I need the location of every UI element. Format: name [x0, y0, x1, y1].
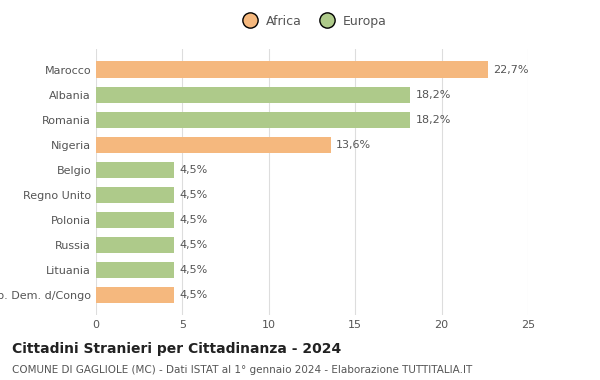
- Bar: [96, 187, 174, 203]
- Bar: [96, 262, 174, 278]
- Text: 4,5%: 4,5%: [179, 190, 207, 200]
- Bar: [96, 287, 174, 303]
- Text: 18,2%: 18,2%: [416, 90, 451, 100]
- Bar: [96, 62, 488, 78]
- Text: 4,5%: 4,5%: [179, 265, 207, 275]
- Bar: [96, 87, 410, 103]
- Text: 4,5%: 4,5%: [179, 165, 207, 175]
- Bar: [96, 112, 410, 128]
- Bar: [96, 237, 174, 253]
- Text: 4,5%: 4,5%: [179, 240, 207, 250]
- Text: 18,2%: 18,2%: [416, 115, 451, 125]
- Text: 4,5%: 4,5%: [179, 215, 207, 225]
- Bar: [96, 212, 174, 228]
- Text: Cittadini Stranieri per Cittadinanza - 2024: Cittadini Stranieri per Cittadinanza - 2…: [12, 342, 341, 356]
- Bar: [96, 162, 174, 178]
- Text: COMUNE DI GAGLIOLE (MC) - Dati ISTAT al 1° gennaio 2024 - Elaborazione TUTTITALI: COMUNE DI GAGLIOLE (MC) - Dati ISTAT al …: [12, 365, 472, 375]
- Bar: [96, 137, 331, 153]
- Text: 4,5%: 4,5%: [179, 290, 207, 300]
- Text: 22,7%: 22,7%: [493, 65, 529, 74]
- Text: 13,6%: 13,6%: [336, 140, 371, 150]
- Legend: Africa, Europa: Africa, Europa: [232, 10, 392, 33]
